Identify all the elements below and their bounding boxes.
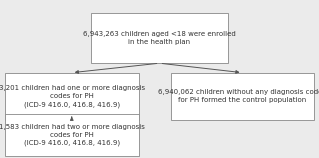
Text: 3,201 children had one or more diagnosis
codes for PH
(ICD-9 416.0, 416.8, 416.9: 3,201 children had one or more diagnosis… — [0, 85, 145, 108]
FancyBboxPatch shape — [5, 73, 139, 120]
FancyBboxPatch shape — [171, 73, 314, 120]
Text: 6,943,263 children aged <18 were enrolled
in the health plan: 6,943,263 children aged <18 were enrolle… — [83, 31, 236, 45]
Text: 1,583 children had two or more diagnosis
codes for PH
(ICD-9 416.0, 416.8, 416.9: 1,583 children had two or more diagnosis… — [0, 124, 145, 146]
FancyBboxPatch shape — [5, 114, 139, 156]
FancyBboxPatch shape — [91, 13, 228, 63]
Text: 6,940,062 children without any diagnosis codes
for PH formed the control populat: 6,940,062 children without any diagnosis… — [159, 89, 319, 103]
